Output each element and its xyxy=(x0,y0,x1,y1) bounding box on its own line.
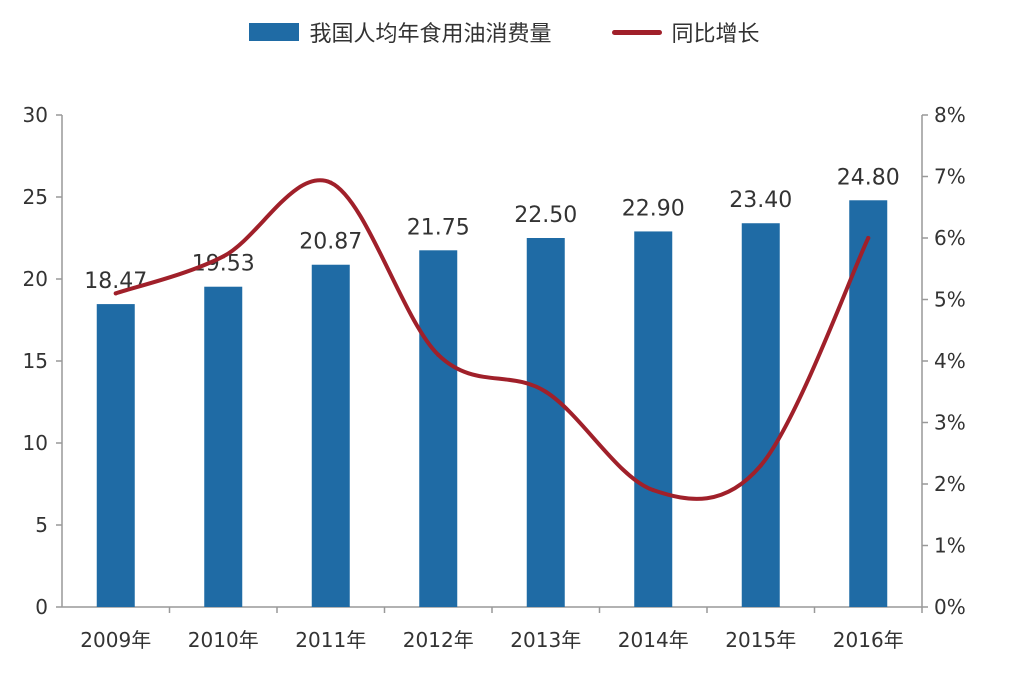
growth-point xyxy=(866,236,871,240)
right-tick-label: 4% xyxy=(934,349,966,373)
bar xyxy=(204,286,243,607)
bar-value-label: 24.80 xyxy=(837,165,900,190)
left-tick-label: 30 xyxy=(23,103,48,127)
legend-swatch-line xyxy=(611,29,662,35)
left-tick-label: 5 xyxy=(35,513,48,537)
bar-value-label: 18.47 xyxy=(84,269,147,294)
growth-point xyxy=(221,254,226,259)
growth-point xyxy=(758,463,763,468)
left-tick-label: 0 xyxy=(35,595,48,619)
legend: 我国人均年食用油消费量 同比增长 xyxy=(0,14,1009,50)
bar xyxy=(849,200,888,607)
right-tick-label: 8% xyxy=(934,103,966,127)
right-tick-label: 5% xyxy=(934,288,966,312)
growth-point xyxy=(543,389,548,394)
x-tick-label: 2009年 xyxy=(80,628,151,652)
bar xyxy=(311,264,350,607)
left-tick-label: 25 xyxy=(23,185,48,209)
left-tick-label: 20 xyxy=(23,267,48,291)
right-tick-label: 6% xyxy=(934,226,966,250)
bar-value-label: 21.75 xyxy=(407,215,470,240)
left-tick-label: 15 xyxy=(23,349,48,373)
bar-value-label: 22.50 xyxy=(514,203,577,228)
bar-value-label: 22.90 xyxy=(622,196,685,221)
legend-label-line: 同比增长 xyxy=(671,22,760,47)
x-tick-label: 2012年 xyxy=(403,628,474,652)
x-tick-label: 2014年 xyxy=(618,628,689,652)
right-tick-label: 7% xyxy=(934,165,966,189)
legend-swatch-bar xyxy=(249,23,300,41)
legend-item-line: 同比增长 xyxy=(611,16,760,48)
growth-point xyxy=(651,488,656,493)
left-tick-label: 10 xyxy=(23,431,48,455)
x-tick-label: 2013年 xyxy=(510,628,581,652)
right-tick-label: 1% xyxy=(934,534,966,558)
x-tick-label: 2011年 xyxy=(295,628,366,652)
bar xyxy=(419,250,458,608)
legend-item-bar: 我国人均年食用油消费量 xyxy=(249,16,552,48)
bar xyxy=(741,223,780,608)
x-tick-label: 2010年 xyxy=(188,628,259,652)
x-tick-label: 2015年 xyxy=(725,628,796,652)
x-tick-label: 2016年 xyxy=(833,628,904,652)
growth-point xyxy=(113,291,118,296)
bar xyxy=(634,231,673,607)
growth-point xyxy=(436,352,441,357)
right-tick-label: 3% xyxy=(934,411,966,435)
right-tick-label: 2% xyxy=(934,472,966,496)
legend-label-bar: 我国人均年食用油消费量 xyxy=(309,22,552,47)
bar-value-label: 23.40 xyxy=(729,188,792,213)
growth-point xyxy=(328,180,333,185)
bar xyxy=(526,238,565,607)
bar xyxy=(96,304,135,607)
bar-value-label: 20.87 xyxy=(299,230,362,255)
right-tick-label: 0% xyxy=(934,595,966,619)
